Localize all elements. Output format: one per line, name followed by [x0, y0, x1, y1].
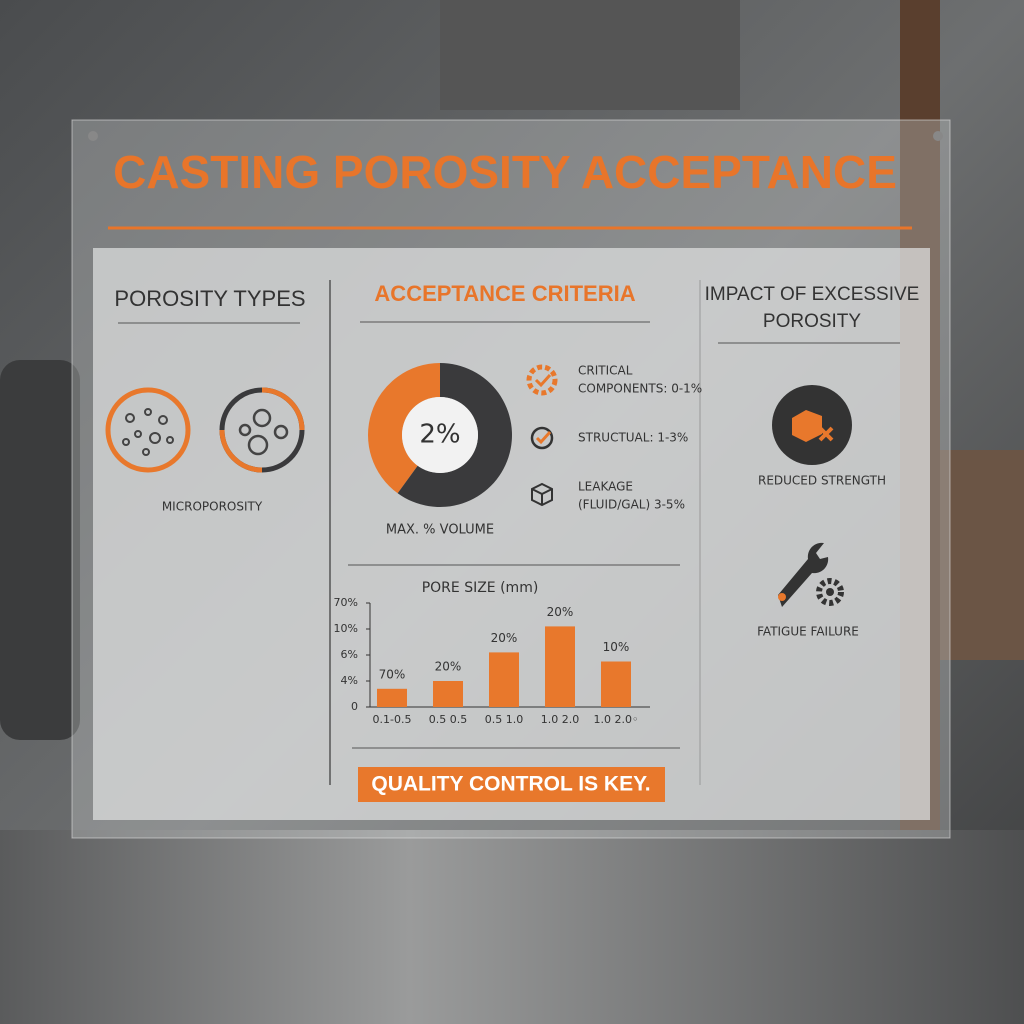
machine-base	[0, 830, 1024, 1024]
microporosity-icon	[105, 387, 191, 473]
y-tick-label: 4%	[341, 674, 358, 687]
impact-label: FATIGUE FAILURE	[757, 625, 859, 639]
footer: QUALITY CONTROL IS KEY.	[371, 773, 650, 796]
screw	[88, 131, 98, 141]
check-icon	[530, 426, 554, 450]
title: CASTING POROSITY ACCEPTANCE	[113, 146, 897, 198]
donut-segment	[397, 363, 512, 507]
section-heading: IMPACT OF EXCESSIVE	[705, 284, 920, 305]
bar	[377, 688, 407, 707]
bar-annotation: 20%	[547, 605, 574, 619]
x-tick-label: 0.5 0.5	[429, 713, 467, 726]
donut-hole	[402, 397, 478, 473]
bar-annotation: 20%	[491, 631, 518, 645]
footer-box	[358, 767, 665, 802]
x-tick-label: 1.0 2.0◦	[594, 713, 639, 726]
impact-label: REDUCED STRENGTH	[758, 474, 886, 488]
type-label: MICROPOROSITY	[162, 500, 263, 514]
gear-check-icon	[526, 364, 558, 396]
y-tick-label: 10%	[334, 622, 358, 635]
criterion-text: COMPONENTS: 0-1%	[578, 382, 702, 396]
donut-segment	[367, 363, 440, 494]
bar-annotation: 70%	[379, 667, 406, 681]
y-tick-label: 6%	[341, 648, 358, 661]
bar	[601, 661, 631, 707]
inner-panel	[93, 248, 930, 820]
donut-center-label: 2%	[419, 420, 460, 450]
flange	[0, 360, 80, 740]
bracket	[940, 450, 1024, 660]
x-tick-label: 0.5 1.0	[485, 713, 523, 726]
bar	[433, 681, 463, 707]
fatigue-icon	[778, 542, 844, 607]
chart-title: PORE SIZE (mm)	[422, 580, 539, 596]
criterion-text: STRUCTUAL: 1-3%	[578, 431, 688, 445]
x-tick-label: 0.1-0.5	[373, 713, 412, 726]
x-tick-label: 1.0 2.0	[541, 713, 579, 726]
section-heading: POROSITY TYPES	[114, 286, 305, 311]
y-tick-label: 0	[351, 700, 358, 713]
screw	[933, 131, 943, 141]
section-heading: ACCEPTANCE CRITERIA	[374, 281, 635, 306]
bar-annotation: 20%	[435, 660, 462, 674]
section-heading: POROSITY	[763, 311, 862, 332]
y-tick-label: 70%	[334, 596, 358, 609]
criterion-text: LEAKAGE	[578, 480, 633, 494]
strength-icon	[772, 385, 852, 465]
criterion-text: (FLUID/GAL) 3-5%	[578, 498, 685, 512]
bar-annotation: 10%	[603, 640, 630, 654]
bar	[545, 626, 575, 707]
macroporosity-icon	[219, 387, 305, 473]
bar	[489, 652, 519, 707]
cube-icon	[531, 482, 553, 507]
machine-part	[440, 0, 740, 110]
donut-caption: MAX. % VOLUME	[386, 523, 494, 538]
criterion-text: CRITICAL	[578, 364, 633, 378]
